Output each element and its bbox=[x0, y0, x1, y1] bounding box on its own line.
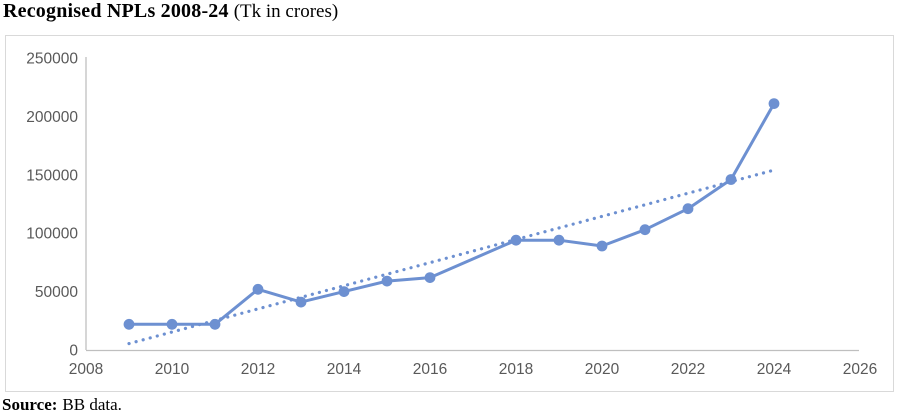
x-tick-label: 2014 bbox=[327, 361, 362, 378]
npl-data-point bbox=[639, 224, 651, 236]
y-tick-label: 150000 bbox=[26, 167, 78, 184]
source-label: Source: bbox=[2, 395, 58, 414]
source-text: BB data. bbox=[62, 395, 122, 414]
y-tick-label: 50000 bbox=[35, 284, 78, 301]
npl-data-point bbox=[424, 272, 436, 283]
x-tick-label: 2016 bbox=[413, 361, 447, 378]
x-tick-label: 2010 bbox=[155, 361, 190, 378]
x-tick-label: 2022 bbox=[671, 361, 705, 378]
trendline bbox=[127, 168, 776, 346]
npl-series-line bbox=[127, 102, 776, 326]
source-note: Source: BB data. bbox=[2, 395, 122, 415]
chart-title: Recognised NPLs 2008-24 (Tk in crores) bbox=[3, 0, 338, 23]
npl-data-point bbox=[166, 318, 178, 330]
npl-data-point bbox=[596, 240, 608, 252]
npl-data-point bbox=[682, 203, 694, 215]
x-tick-label: 2008 bbox=[69, 361, 103, 378]
npl-data-point bbox=[338, 286, 350, 297]
x-tick-label: 2018 bbox=[499, 361, 533, 378]
y-tick-label: 250000 bbox=[26, 51, 78, 68]
chart-title-main: Recognised NPLs 2008-24 bbox=[3, 0, 229, 22]
npl-data-point bbox=[381, 275, 393, 287]
npl-data-point bbox=[252, 283, 264, 295]
x-tick-label: 2026 bbox=[843, 361, 877, 378]
chart-title-sub: (Tk in crores) bbox=[233, 1, 339, 22]
x-tick-label: 2012 bbox=[241, 361, 275, 378]
x-tick-label: 2020 bbox=[585, 361, 620, 378]
x-tick-label: 2024 bbox=[757, 361, 792, 378]
npl-data-point bbox=[123, 318, 135, 330]
y-tick-label: 200000 bbox=[26, 109, 78, 126]
npl-data-point bbox=[768, 98, 780, 109]
npl-data-point bbox=[553, 234, 565, 246]
y-tick-label: 0 bbox=[69, 343, 78, 360]
chart-frame bbox=[5, 35, 894, 392]
y-tick-label: 100000 bbox=[26, 226, 78, 243]
